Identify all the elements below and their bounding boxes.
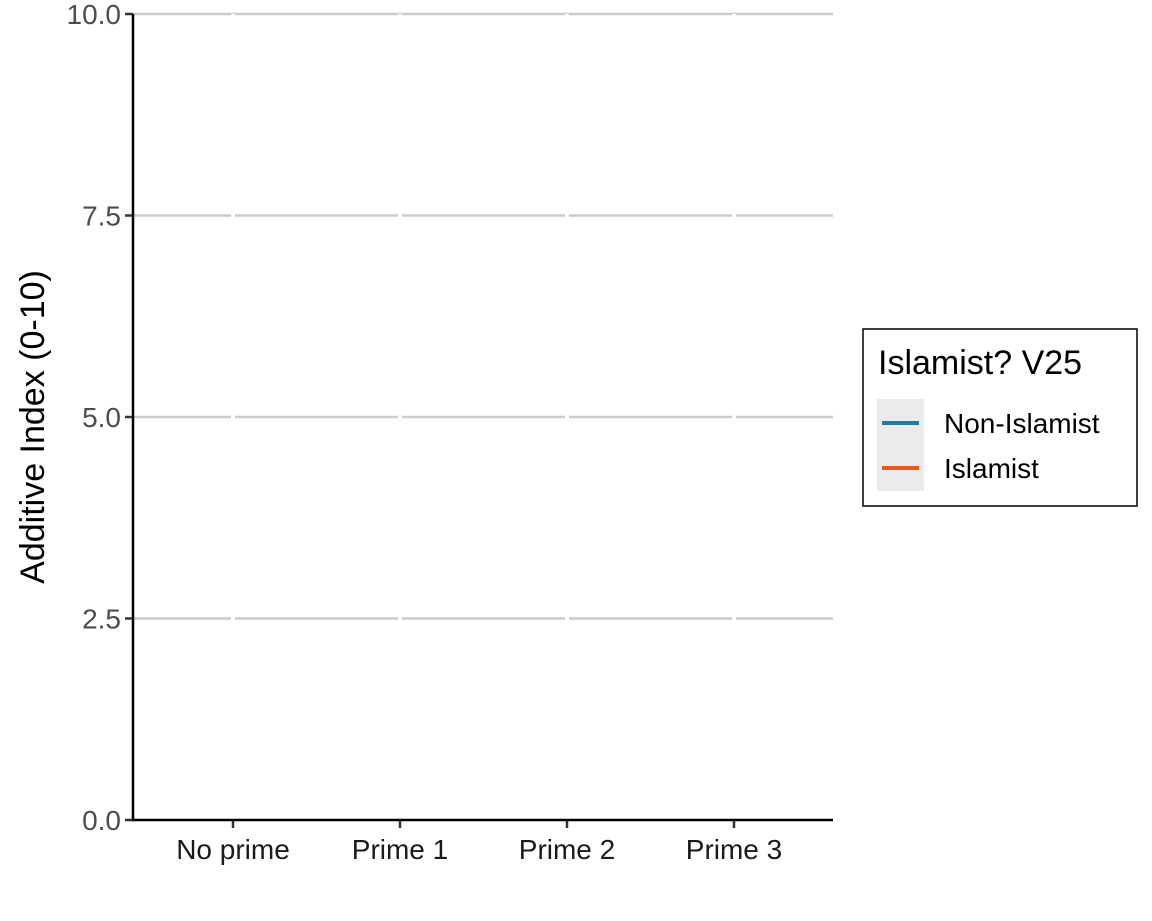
legend-label: Non-Islamist (944, 408, 1100, 439)
y-tick-label: 7.5 (82, 201, 121, 232)
y-tick-label: 2.5 (82, 604, 121, 635)
legend-label: Islamist (944, 453, 1039, 484)
y-axis-ticks: 0.0 2.5 5.0 7.5 10.0 (67, 0, 133, 836)
legend: Islamist? V25 Non-Islamist Islamist (862, 328, 1138, 507)
y-tick-label: 0.0 (82, 805, 121, 836)
x-axis-ticks: No prime Prime 1 Prime 2 Prime 3 (176, 820, 782, 865)
x-tick-label: Prime 2 (519, 834, 615, 865)
legend-title: Islamist? V25 (878, 344, 1082, 382)
y-tick-label: 10.0 (67, 0, 122, 30)
x-tick-label: Prime 3 (686, 834, 782, 865)
x-tick-label: No prime (176, 834, 290, 865)
y-axis-title: Additive Index (0-10) (14, 270, 52, 584)
legend-key-background (877, 399, 924, 491)
y-tick-label: 5.0 (82, 402, 121, 433)
gridlines (133, 12, 833, 820)
x-tick-label: Prime 1 (352, 834, 448, 865)
